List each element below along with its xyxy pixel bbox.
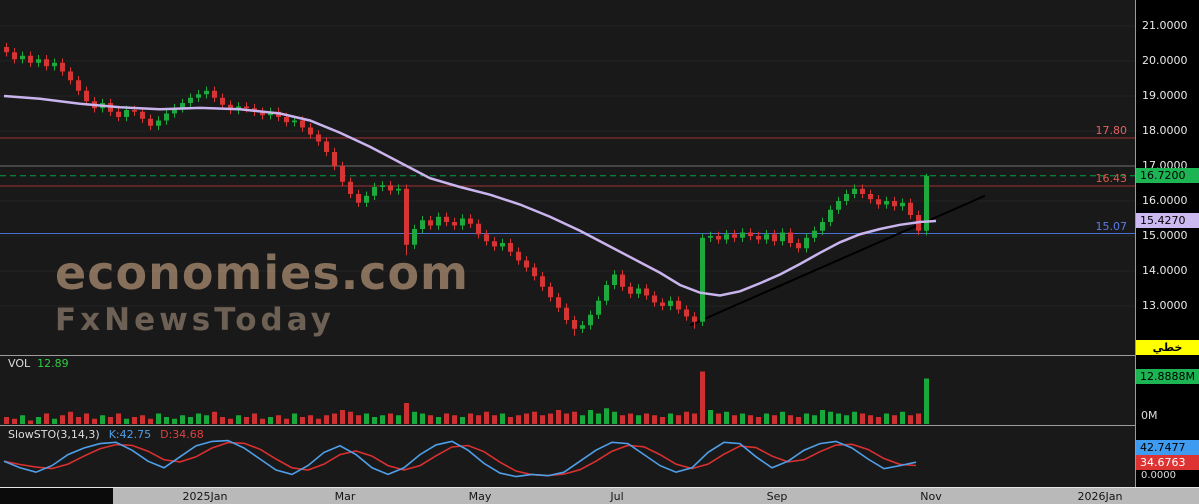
time-axis-bar[interactable]: 2025Jan Mar May Jul Sep Nov 2026Jan (0, 487, 1199, 504)
x-axis-label: 2026Jan (1077, 490, 1123, 503)
x-axis-label: Sep (766, 490, 788, 503)
x-axis-label: 2025Jan (182, 490, 228, 503)
x-axis-label: Jul (610, 490, 624, 503)
price-tick-label: 20.0000 (1142, 54, 1188, 67)
price-chart-canvas[interactable] (0, 0, 1135, 487)
scale-type-badge[interactable]: خطي (1136, 340, 1199, 355)
slowsto-d-value: D:34.68 (160, 428, 204, 441)
slowsto-k-value: K:42.75 (108, 428, 152, 441)
candles-group (4, 42, 929, 336)
x-axis-label: May (468, 490, 492, 503)
level-label: 15.07 (1095, 219, 1128, 233)
time-axis-dark-corner (0, 488, 113, 504)
price-tick-label: 14.0000 (1142, 264, 1188, 277)
slowsto-panel-label: SlowSTO(3,14,3) K:42.75 D:34.68 (8, 428, 204, 441)
price-tick-label: 19.0000 (1142, 89, 1188, 102)
price-tick-label: 15.0000 (1142, 229, 1188, 242)
trendline[interactable] (689, 194, 986, 327)
x-axis-label: Mar (334, 490, 356, 503)
level-label: 17.80 (1095, 124, 1128, 137)
volume-zero-label: 0M (1141, 409, 1158, 422)
slowsto-indicator-name: SlowSTO(3,14,3) (8, 428, 100, 441)
price-scale-column[interactable]: 21.0000 20.0000 19.0000 18.0000 17.0000 16.00… (1135, 0, 1199, 487)
last-price-badge: 16.7200 (1136, 168, 1199, 183)
volume-value-badge: 12.8888M (1136, 369, 1199, 384)
stoch-k-line (3, 439, 917, 478)
level-label: 16.43 (1095, 171, 1128, 185)
price-tick-label: 13.0000 (1142, 299, 1188, 312)
price-tick-label: 21.0000 (1142, 19, 1188, 32)
price-tick-label: 16.0000 (1142, 194, 1188, 207)
stoch-d-badge: 34.6763 (1136, 455, 1199, 470)
volume-current-value: 12.89 (37, 357, 69, 370)
moving-average-line (3, 94, 937, 297)
x-axis-label: Nov (920, 490, 942, 503)
price-tick-label: 18.0000 (1142, 124, 1188, 137)
stoch-k-badge: 42.7477 (1136, 440, 1199, 455)
stoch-zero-label: 0.0000 (1141, 470, 1176, 481)
volume-panel-label: VOL 12.89 (8, 357, 69, 370)
stoch-d-line (3, 441, 917, 477)
volume-label: VOL (8, 357, 31, 370)
ma-value-badge: 15.4270 (1136, 213, 1199, 228)
volume-bars-group (4, 371, 929, 424)
